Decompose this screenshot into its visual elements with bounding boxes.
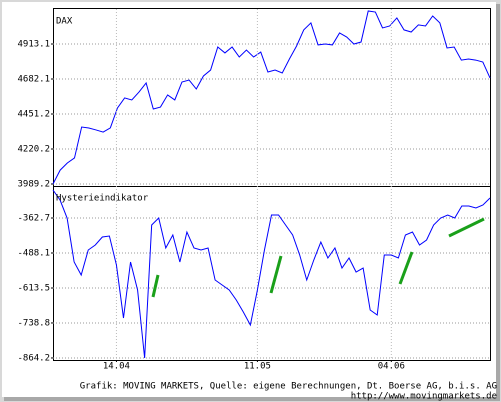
trend-mark [398,251,414,285]
trend-mark [269,255,283,294]
y-tick-label: -488.1 [17,249,50,259]
y-tick-label: 4913.1 [17,39,50,49]
y-tick-label: 4682.1 [17,74,50,84]
trend-mark [448,217,485,238]
x-tick-label: 14.04 [103,362,130,372]
y-tick-label: 4220.2 [17,144,50,154]
y-tick-label: -613.5 [17,284,50,294]
canvas [2,2,496,397]
y-tick-label: 4451.2 [17,109,50,119]
x-tick-label: 04.06 [378,362,405,372]
footer-url: http://www.movingmarkets.de [351,392,497,402]
chart-title: DAX [56,17,73,27]
y-tick-label: 3989.2 [17,179,50,189]
y-tick-label: -864.2 [17,353,50,363]
line-series [52,10,491,185]
y-tick-label: -362.7 [17,214,50,224]
line-series [52,189,491,359]
y-tick-label: -738.8 [17,318,50,328]
plot-border [53,8,491,361]
footer-credit: Grafik: MOVING MARKETS, Quelle: eigene B… [80,382,497,392]
chart-title: Hysterieindikator [56,194,149,204]
trend-marks [151,217,485,298]
plots: 3989.2 4220.2 4451.2 4682.1 4913.1 -864.2 -738… [17,9,491,372]
x-tick-label: 11.05 [244,362,271,372]
trend-mark [151,274,160,298]
